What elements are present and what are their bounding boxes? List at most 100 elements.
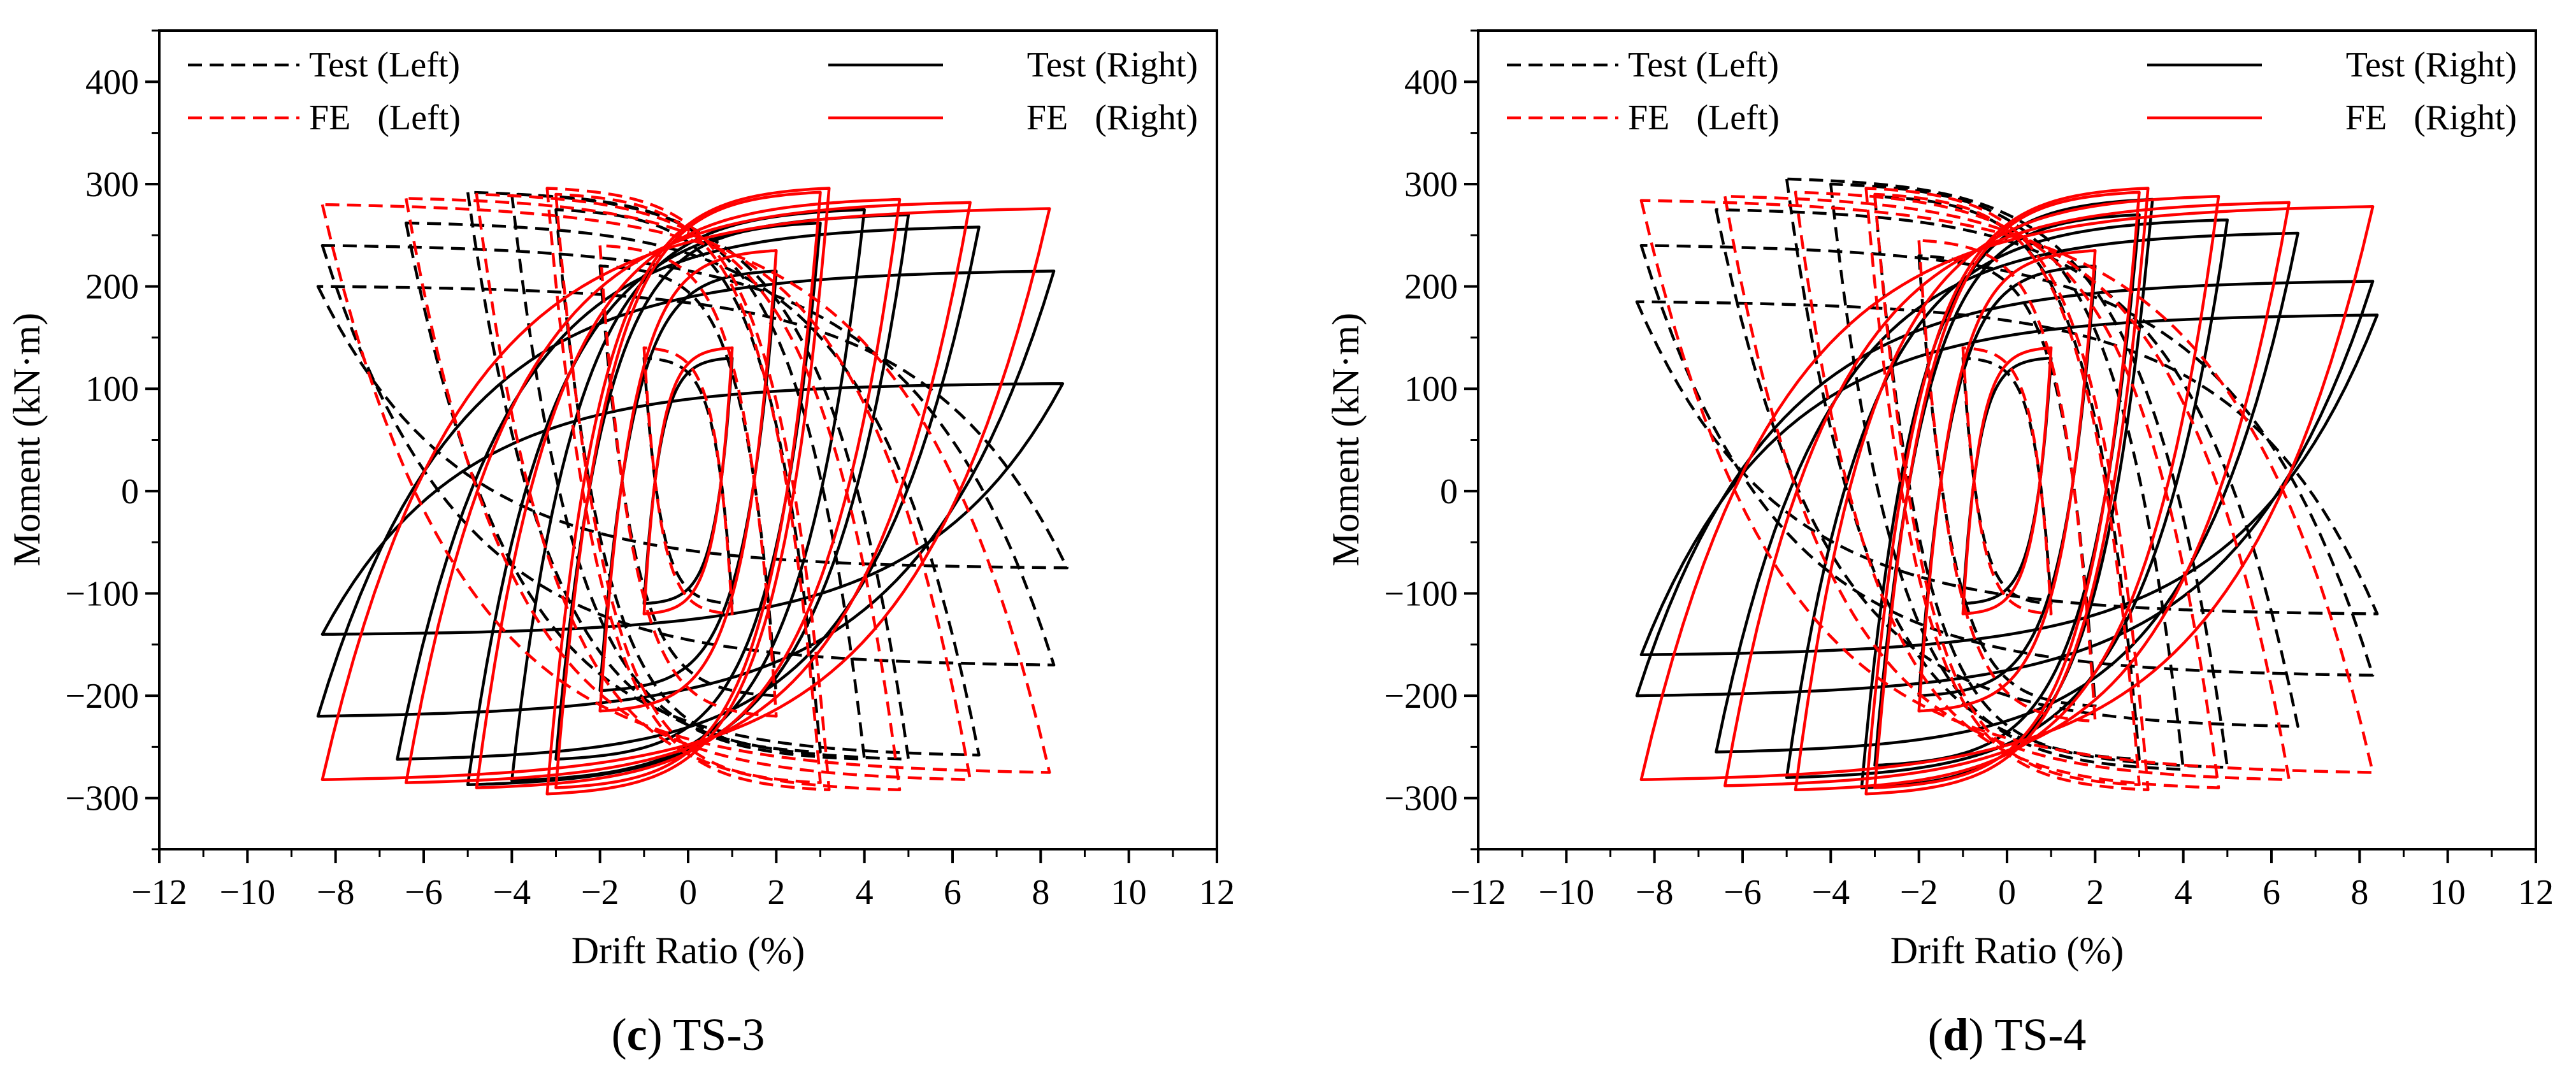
caption-name-d: TS-4 <box>1994 1009 2086 1060</box>
y-tick-label: 0 <box>1440 472 1458 512</box>
legend-label: FE (Left) <box>309 98 461 138</box>
hysteresis-loop <box>1785 218 2229 779</box>
x-tick-label: −12 <box>131 873 187 912</box>
y-tick-label: 400 <box>1404 62 1458 102</box>
hysteresis-loop <box>1873 194 2141 761</box>
x-tick-label: 0 <box>679 873 697 912</box>
caption-c: (c) TS-3 <box>612 1009 765 1060</box>
hysteresis-loop <box>1873 190 2141 789</box>
hysteresis-loop <box>1917 249 2097 713</box>
y-tick-label: −200 <box>65 677 139 716</box>
caption-close-c: ) <box>647 1009 673 1060</box>
y-tick-label: −200 <box>1384 677 1458 716</box>
legend-label: Test (Right) <box>1027 45 1198 85</box>
x-tick-label: 12 <box>1199 873 1235 912</box>
series-test-right-d <box>1635 197 2379 789</box>
x-tick-label: −8 <box>1636 873 1674 912</box>
x-tick-label: −12 <box>1450 873 1506 912</box>
y-tick-label: −300 <box>65 779 139 819</box>
y-tick-label: −100 <box>65 574 139 613</box>
hysteresis-loop <box>1794 190 2220 789</box>
caption-open-c: ( <box>612 1009 627 1060</box>
hysteresis-loop <box>320 207 1051 782</box>
caption-open-d: ( <box>1928 1009 1943 1060</box>
y-axis-title-d: Moment (kN·m) <box>1325 313 1367 566</box>
hysteresis-loop <box>405 201 972 784</box>
hysteresis-loop <box>1639 199 2375 774</box>
hysteresis-loop <box>1961 356 2053 605</box>
y-tick-label: 200 <box>85 268 139 307</box>
hysteresis-loop <box>1961 346 2053 615</box>
hysteresis-loop <box>1961 356 2053 605</box>
ticks-layer-d: −12 −10 −8 −6 −4 −2 0 2 4 6 8 10 12 −300 −200 −100 0 100 2… <box>1384 29 2554 912</box>
hysteresis-loop <box>1715 231 2299 754</box>
x-tick-label: 10 <box>2430 873 2466 912</box>
hysteresis-loop <box>1829 182 2185 771</box>
legend-label: Test (Left) <box>1628 45 1779 85</box>
hysteresis-loop <box>475 197 902 789</box>
x-tick-label: −10 <box>220 873 276 912</box>
y-tick-label: 300 <box>85 165 139 204</box>
hysteresis-loop <box>475 192 902 792</box>
hysteresis-loop <box>598 269 778 692</box>
hysteresis-loop <box>320 203 1051 774</box>
legend-label: FE (Right) <box>2345 98 2517 138</box>
x-tick-label: 2 <box>767 873 785 912</box>
hysteresis-loop <box>1864 187 2150 792</box>
x-tick-label: 4 <box>856 873 874 912</box>
hysteresis-loop <box>554 208 822 754</box>
hysteresis-loop <box>405 197 972 782</box>
x-tick-label: 6 <box>944 873 961 912</box>
hysteresis-loop <box>598 249 778 713</box>
x-tick-label: −2 <box>581 873 619 912</box>
y-tick-label: 300 <box>1404 165 1458 204</box>
x-tick-label: 8 <box>1032 873 1049 912</box>
x-tick-label: 2 <box>2086 873 2104 912</box>
hysteresis-loop <box>1715 208 2299 728</box>
x-tick-label: 10 <box>1111 873 1147 912</box>
hysteresis-loop <box>316 285 1069 570</box>
caption-letter-d: d <box>1943 1009 1969 1060</box>
x-tick-label: −2 <box>1900 873 1938 912</box>
series-fe-left-c <box>320 187 1051 792</box>
caption-letter-c: c <box>627 1009 647 1060</box>
y-tick-label: 100 <box>85 369 139 409</box>
legend-c: Test (Left) FE (Left) Test (Right) FE (Righ… <box>188 45 1198 138</box>
hysteresis-loop <box>1873 192 2141 787</box>
x-tick-label: −4 <box>493 873 531 912</box>
x-axis-title-c: Drift Ratio (%) <box>572 929 805 972</box>
hysteresis-loop <box>1635 300 2379 615</box>
x-tick-label: 8 <box>2350 873 2368 912</box>
x-tick-label: −6 <box>405 873 443 912</box>
series-layer-c <box>316 187 1069 796</box>
x-tick-label: −6 <box>1723 873 1762 912</box>
x-tick-label: −8 <box>317 873 355 912</box>
hysteresis-loop <box>1864 187 2150 796</box>
hysteresis-loop <box>1917 239 2097 723</box>
x-tick-label: 12 <box>2518 873 2554 912</box>
hysteresis-loop <box>396 226 981 761</box>
hysteresis-loop <box>642 346 734 615</box>
hysteresis-loop <box>405 221 981 757</box>
legend-label: Test (Left) <box>309 45 460 85</box>
x-tick-label: −10 <box>1539 873 1595 912</box>
x-tick-label: −4 <box>1812 873 1850 912</box>
hysteresis-loop <box>545 187 831 792</box>
y-tick-label: 100 <box>1404 369 1458 409</box>
legend-label: FE (Left) <box>1628 98 1780 138</box>
caption-d: (d) TS-4 <box>1928 1009 2087 1060</box>
legend-label: Test (Right) <box>2346 45 2517 85</box>
legend-label: FE (Right) <box>1026 98 1198 138</box>
caption-close-d: ) <box>1969 1009 1995 1060</box>
ticks-layer-c: −12 −10 −8 −6 −4 −2 0 2 4 6 8 10 12 −300 −200 −100 0 100 2… <box>65 29 1235 912</box>
x-tick-label: 6 <box>2263 873 2280 912</box>
hysteresis-loop <box>598 244 778 718</box>
y-tick-label: 400 <box>85 62 139 102</box>
series-fe-left-d <box>1639 187 2375 792</box>
x-tick-label: 0 <box>1998 873 2016 912</box>
hysteresis-loop <box>1639 205 2375 782</box>
hysteresis-loop <box>545 187 831 796</box>
plot-frame-d <box>1477 29 2537 850</box>
caption-name-c: TS-3 <box>673 1009 765 1060</box>
